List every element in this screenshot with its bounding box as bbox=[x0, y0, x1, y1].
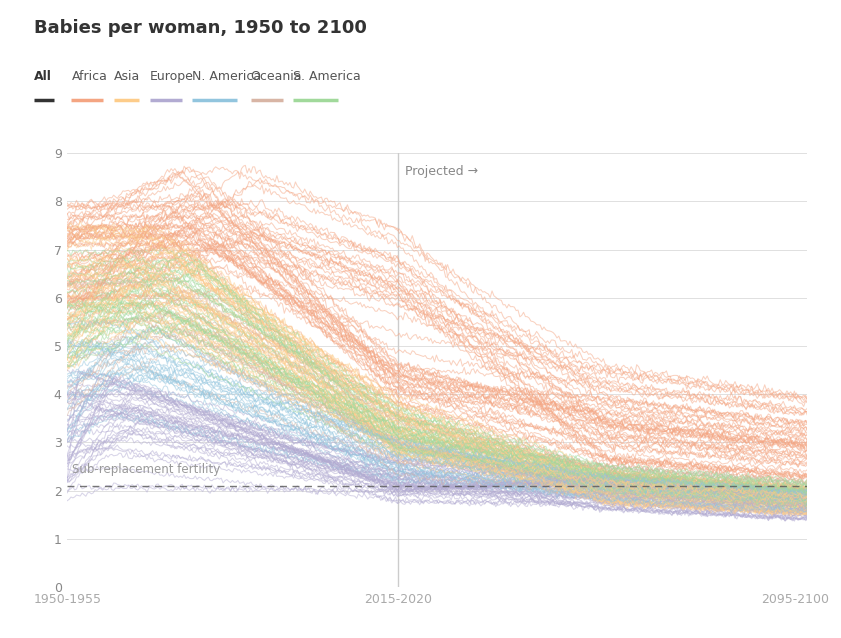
Text: All: All bbox=[34, 70, 51, 83]
Text: Babies per woman, 1950 to 2100: Babies per woman, 1950 to 2100 bbox=[34, 19, 367, 37]
Text: Africa: Africa bbox=[71, 70, 108, 83]
Text: Projected →: Projected → bbox=[405, 165, 479, 178]
Text: Europe: Europe bbox=[150, 70, 193, 83]
Text: Asia: Asia bbox=[114, 70, 140, 83]
Text: N. America: N. America bbox=[192, 70, 261, 83]
Text: Sub-replacement fertility: Sub-replacement fertility bbox=[72, 463, 220, 476]
Text: Oceania: Oceania bbox=[251, 70, 302, 83]
Text: S. America: S. America bbox=[293, 70, 361, 83]
